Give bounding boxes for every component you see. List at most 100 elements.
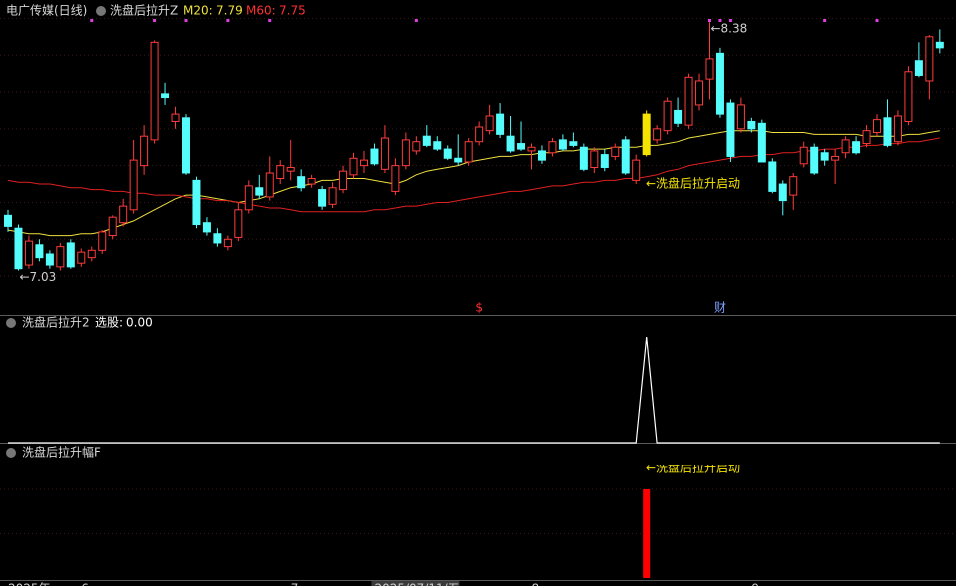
candle-body: [380, 137, 389, 170]
candle-body: [119, 205, 128, 224]
x-axis-label: 9: [751, 582, 759, 586]
candle-body: [663, 100, 672, 132]
signal-dot: [414, 19, 418, 22]
candle-body: [841, 139, 850, 154]
candle-body: [108, 216, 117, 237]
candle-body: [715, 52, 724, 115]
candle-body: [35, 244, 44, 259]
event-marker: 财: [714, 301, 726, 315]
menu-icon[interactable]: [6, 448, 16, 458]
candle-body: [87, 249, 96, 259]
panel-title: 洗盘后拉升2: [22, 315, 90, 330]
price-annotation: ←7.03: [19, 270, 56, 284]
candle-body: [77, 251, 86, 264]
candle-body: [653, 128, 662, 141]
candle-body: [422, 135, 431, 146]
candle-body: [161, 93, 170, 99]
candle-body: [339, 170, 348, 191]
candle-body: [632, 159, 641, 181]
candle-body: [150, 41, 159, 141]
candle-body: [914, 60, 923, 76]
candle-body: [873, 119, 882, 134]
candle-body: [925, 36, 934, 82]
ma-line: [7, 137, 940, 213]
candle-body: [328, 187, 337, 205]
x-axis-label: 8: [532, 582, 540, 586]
candle-body: [401, 139, 410, 167]
candle-body: [433, 141, 442, 150]
stock-title: 电广传媒(日线): [6, 3, 87, 18]
indicator-line: [8, 336, 940, 444]
candle-body: [862, 130, 871, 145]
signal-dot: [153, 19, 157, 22]
signal-dot: [707, 19, 711, 22]
candle-body: [443, 148, 452, 159]
series-value: 0.00: [126, 316, 153, 330]
candle-body: [527, 146, 536, 152]
candle-body: [349, 157, 358, 176]
candle-body: [496, 113, 505, 135]
signal-dot: [268, 19, 272, 22]
candle-body: [569, 141, 578, 146]
ma-name: M20:: [183, 4, 213, 18]
signal-dot: [875, 19, 879, 22]
candle-body: [234, 209, 243, 238]
signal-dot: [184, 19, 188, 22]
candle-body: [45, 253, 54, 266]
candle-body: [454, 157, 463, 163]
signal-dot: [823, 19, 827, 22]
candle-body: [265, 172, 274, 198]
candle-body: [140, 135, 149, 167]
candle-body: [695, 80, 704, 106]
candle-body: [611, 146, 620, 157]
candle-body: [297, 176, 306, 189]
signal-dot: [728, 19, 732, 22]
candle-body: [255, 187, 264, 196]
candle-body: [506, 135, 515, 152]
menu-icon[interactable]: [6, 318, 16, 328]
candle-body: [391, 165, 400, 192]
candle-body: [213, 233, 222, 244]
cursor-date-box: [371, 581, 460, 586]
event-marker: $: [475, 301, 483, 315]
menu-icon[interactable]: [96, 6, 106, 16]
x-axis-label: 2025年: [8, 582, 51, 586]
candle-body: [590, 150, 599, 168]
candle-body: [726, 102, 735, 157]
candle-body: [464, 141, 473, 163]
signal-dot: [90, 19, 94, 22]
candle-body: [66, 242, 75, 268]
candle-body: [558, 139, 567, 150]
candle-body: [181, 117, 190, 174]
candle-body: [789, 176, 798, 196]
candle-body: [517, 143, 526, 150]
candle-body: [14, 227, 23, 270]
candle-body: [684, 76, 693, 126]
candle-body: [171, 113, 180, 122]
bar: [643, 489, 651, 578]
candle-body: [747, 120, 756, 130]
candle-body: [276, 165, 285, 180]
candle-body: [485, 115, 494, 132]
candle-body: [192, 179, 201, 226]
panel-title: 洗盘后拉升幅F: [22, 445, 101, 460]
candle-body: [475, 126, 484, 143]
candle-body: [674, 109, 683, 124]
candle-body: [4, 214, 12, 227]
candle-body: [307, 178, 316, 185]
x-axis-label: 7: [291, 582, 299, 586]
candle-body: [778, 183, 787, 202]
candle-body: [318, 189, 327, 207]
candle-body: [705, 58, 714, 80]
candle-body: [831, 155, 840, 161]
candle-body: [883, 117, 892, 146]
candle-body: [893, 115, 902, 143]
candle-body: [548, 141, 557, 154]
candle-body: [56, 246, 65, 268]
signal-label: ←洗盘后拉升启动: [646, 460, 740, 475]
candle-body: [621, 139, 630, 174]
ma-value: 7.79: [216, 4, 243, 18]
candle-body: [820, 152, 829, 161]
